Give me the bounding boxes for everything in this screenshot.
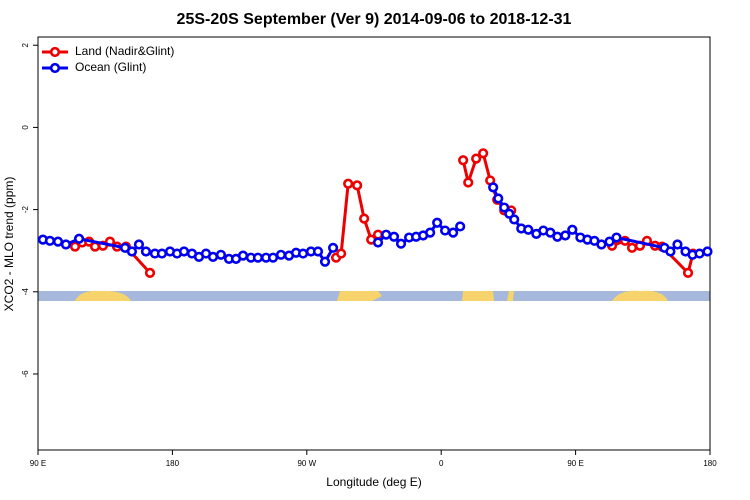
data-point [73, 233, 85, 244]
data-point [545, 227, 556, 238]
y-tick-label: -2 [21, 205, 30, 213]
data-point [343, 178, 354, 189]
data-point [297, 248, 309, 259]
data-point [126, 246, 138, 257]
data-point [488, 182, 499, 193]
data-point [44, 235, 56, 246]
data-point [144, 267, 156, 278]
data-point [327, 242, 339, 253]
data-point [665, 246, 676, 257]
data-point [463, 177, 474, 188]
data-point [552, 231, 563, 242]
data-point [611, 232, 622, 243]
chart-title: 25S-20S September (Ver 9) 2014-09-06 to … [177, 11, 572, 28]
x-tick-label: 90 E [30, 459, 46, 468]
data-point [215, 249, 227, 260]
data-point [523, 224, 534, 235]
data-point [509, 214, 520, 225]
land-strip [75, 290, 131, 301]
data-point [252, 252, 264, 263]
data-point [359, 213, 370, 224]
data-point [626, 242, 638, 253]
map-strip [38, 290, 710, 301]
data-point [432, 217, 443, 228]
data-point [499, 202, 510, 213]
data-point [439, 225, 451, 236]
data-point [312, 246, 324, 257]
data-point [380, 229, 392, 240]
land-strip [612, 290, 668, 301]
data-point [267, 252, 279, 263]
data-point [596, 239, 607, 250]
data-point [395, 238, 407, 249]
data-point [372, 237, 384, 248]
data-point [702, 246, 713, 257]
data-point [275, 249, 287, 260]
legend-label: Ocean (Glint) [75, 60, 146, 74]
data-point [352, 180, 363, 191]
legend-label: Land (Nadir&Glint) [75, 44, 174, 58]
legend-marker [49, 62, 61, 74]
x-tick-label: 180 [166, 459, 180, 468]
data-point [425, 227, 436, 238]
y-axis-label: XCO2 - MLO trend (ppm) [2, 177, 16, 312]
data-point [178, 246, 190, 257]
x-tick-label: 180 [703, 459, 717, 468]
data-point [52, 236, 64, 247]
data-point [493, 193, 504, 204]
y-tick-label: 2 [21, 42, 30, 47]
x-tick-label: 90 E [567, 459, 583, 468]
y-tick-label: -6 [21, 370, 30, 378]
data-point [133, 239, 145, 250]
data-point [388, 231, 400, 242]
data-point [336, 248, 347, 259]
data-point [682, 267, 694, 278]
plot-frame [37, 36, 711, 451]
land-strip [507, 291, 514, 301]
data-point [448, 227, 459, 238]
data-point [319, 256, 331, 267]
data-point [69, 241, 81, 252]
y-tick-label: -4 [21, 288, 30, 296]
data-point [372, 229, 384, 240]
data-point [156, 248, 168, 259]
legend-marker [49, 46, 61, 58]
x-tick-label: 90 W [297, 459, 316, 468]
data-point [567, 224, 578, 235]
data-point [207, 251, 219, 262]
data-point [458, 155, 469, 166]
data-point [478, 148, 489, 159]
y-tick-label: 0 [21, 125, 30, 130]
x-axis-label: Longitude (deg E) [326, 475, 421, 489]
data-point [471, 153, 482, 164]
data-point [237, 250, 249, 261]
data-point [140, 246, 152, 257]
x-tick-label: 0 [439, 459, 444, 468]
data-point [560, 230, 571, 241]
data-point [604, 236, 615, 247]
data-point [60, 239, 72, 250]
data-point [694, 248, 705, 259]
land-strip [337, 291, 382, 301]
data-point [455, 221, 466, 232]
land-strip [462, 291, 494, 301]
data-point [672, 239, 683, 250]
